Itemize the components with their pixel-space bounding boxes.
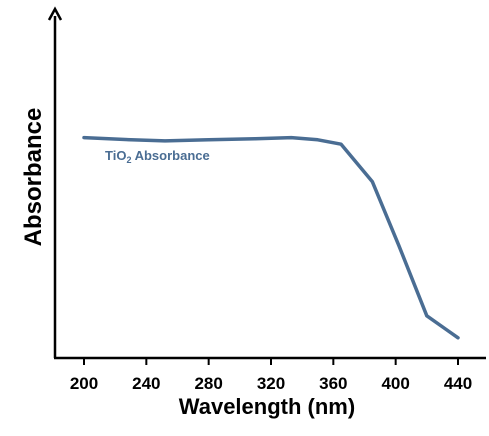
x-tick-label: 400 xyxy=(381,374,409,393)
x-tick-label: 360 xyxy=(319,374,347,393)
x-tick-label: 280 xyxy=(194,374,222,393)
series-label: TiO2 Absorbance xyxy=(105,148,210,165)
x-tick-label: 440 xyxy=(444,374,472,393)
x-ticks: 200 240 280 320 360 400 440 xyxy=(70,358,472,393)
x-tick-label: 320 xyxy=(257,374,285,393)
x-tick-label: 200 xyxy=(70,374,98,393)
y-axis xyxy=(47,6,63,358)
x-tick-label: 240 xyxy=(132,374,160,393)
series-layer xyxy=(82,135,460,340)
series-line-tio2-absorbance xyxy=(82,135,460,340)
y-axis-title: Absorbance xyxy=(20,108,47,247)
y-axis-arrowhead xyxy=(47,6,63,21)
x-axis-title: Wavelength (nm) xyxy=(179,394,355,419)
